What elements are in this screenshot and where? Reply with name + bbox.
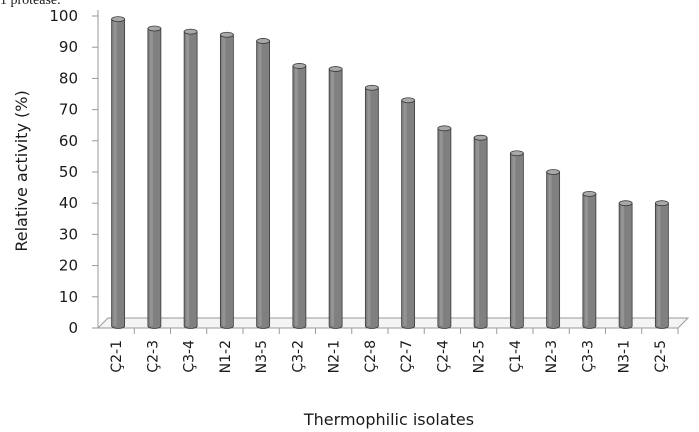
bar-body xyxy=(256,40,271,329)
x-tick-label: N3-1 xyxy=(617,340,633,373)
y-tick-label: 20 xyxy=(59,257,78,275)
bar xyxy=(183,28,198,329)
bar-highlight xyxy=(113,19,117,327)
bar-top xyxy=(509,150,524,157)
x-tick-label: Ç2-3 xyxy=(145,340,161,373)
bar-top xyxy=(364,84,379,91)
bar-top xyxy=(328,66,343,72)
bar-highlight xyxy=(294,65,298,327)
bar-top xyxy=(654,200,669,207)
bar-top xyxy=(219,31,234,38)
x-tick-label: N1-2 xyxy=(218,340,234,373)
bar xyxy=(509,150,524,329)
x-tick-label: Ç2-4 xyxy=(435,340,451,373)
bar-highlight xyxy=(186,31,190,326)
bar-body xyxy=(183,31,198,329)
x-tick-label: N3-5 xyxy=(254,340,270,373)
bar-body xyxy=(401,99,416,329)
y-tick-label: 90 xyxy=(59,38,78,56)
bar-top xyxy=(147,25,162,32)
x-tick-label: Ç3-2 xyxy=(290,340,306,373)
bar xyxy=(546,169,561,329)
x-tick-label: N2-1 xyxy=(327,340,343,373)
bar xyxy=(582,190,597,329)
bar-highlight xyxy=(548,172,552,326)
y-tick-label: 60 xyxy=(59,132,78,150)
bar xyxy=(219,31,234,329)
bar-highlight xyxy=(149,28,153,326)
bar xyxy=(401,97,416,329)
x-tick-label: Ç2-5 xyxy=(653,340,669,373)
bar xyxy=(328,66,343,329)
bar xyxy=(111,16,126,329)
y-tick-label: 10 xyxy=(59,288,78,306)
bar xyxy=(256,38,271,329)
y-tick-label: 50 xyxy=(59,163,78,181)
bar-body xyxy=(292,65,307,329)
bar xyxy=(618,200,633,329)
bar xyxy=(292,63,307,329)
bar-top xyxy=(256,38,271,44)
y-tick-label: 80 xyxy=(59,69,78,87)
bar-body xyxy=(437,127,452,329)
x-tick-label: Ç3-4 xyxy=(182,340,198,373)
labels: 0 10 20 30 40 50 60 70 80 90 100 Ç2-1 Ç2-3 Ç3-4 N1-2 N3… xyxy=(49,7,669,373)
bar-body xyxy=(473,137,488,329)
x-tick-label: N2-3 xyxy=(544,340,560,373)
bar-highlight xyxy=(439,128,443,326)
bar-highlight xyxy=(584,193,588,326)
axes xyxy=(92,10,690,334)
y-tick-label: 40 xyxy=(59,194,78,212)
y-tick-label: 100 xyxy=(49,7,78,25)
bar-highlight xyxy=(621,203,625,326)
bar-body xyxy=(147,28,162,329)
bar-body xyxy=(546,171,561,329)
bar-highlight xyxy=(512,153,516,326)
x-tick-label: Ç2-7 xyxy=(399,340,415,373)
x-tick-label: Ç3-3 xyxy=(580,340,596,373)
bar-top xyxy=(618,200,633,207)
bar-top xyxy=(292,63,307,69)
bar-top xyxy=(183,28,198,35)
bar-highlight xyxy=(657,203,661,326)
bar-body xyxy=(654,202,669,329)
bar-highlight xyxy=(403,100,407,327)
bar-highlight xyxy=(476,137,480,326)
y-tick-label: 30 xyxy=(59,225,78,243)
bar-top xyxy=(546,169,561,175)
bar-top xyxy=(582,190,597,197)
bar-body xyxy=(219,34,234,329)
y-axis-title: Relative activity (%) xyxy=(12,90,31,251)
x-tick-label: Ç2-1 xyxy=(109,340,125,373)
x-tick-label: Ç1-4 xyxy=(508,340,524,373)
bars xyxy=(111,16,669,329)
bar xyxy=(437,125,452,329)
x-tick-label: N2-5 xyxy=(472,340,488,373)
bar-body xyxy=(509,152,524,329)
x-axis-title: Thermophilic isolates xyxy=(303,410,474,429)
bar-highlight xyxy=(331,69,335,326)
y-tick-label: 70 xyxy=(59,101,78,119)
bar-body xyxy=(618,202,633,329)
bar xyxy=(364,84,379,329)
caption-fragment: 1 protease. xyxy=(0,0,61,8)
bar-top xyxy=(401,97,416,104)
bar-body xyxy=(582,193,597,329)
bar xyxy=(147,25,162,329)
bar-highlight xyxy=(222,34,226,326)
bar-body xyxy=(328,68,343,329)
y-tick-label: 0 xyxy=(68,319,78,337)
bar-body xyxy=(364,87,379,329)
bar-top xyxy=(473,134,488,141)
bar-highlight xyxy=(258,40,262,327)
bar-top xyxy=(437,125,452,132)
bar-highlight xyxy=(367,87,371,326)
x-tick-label: Ç2-8 xyxy=(363,340,379,373)
bar-top xyxy=(111,16,126,23)
bar xyxy=(473,134,488,329)
bar xyxy=(654,200,669,329)
bar-body xyxy=(111,18,126,329)
